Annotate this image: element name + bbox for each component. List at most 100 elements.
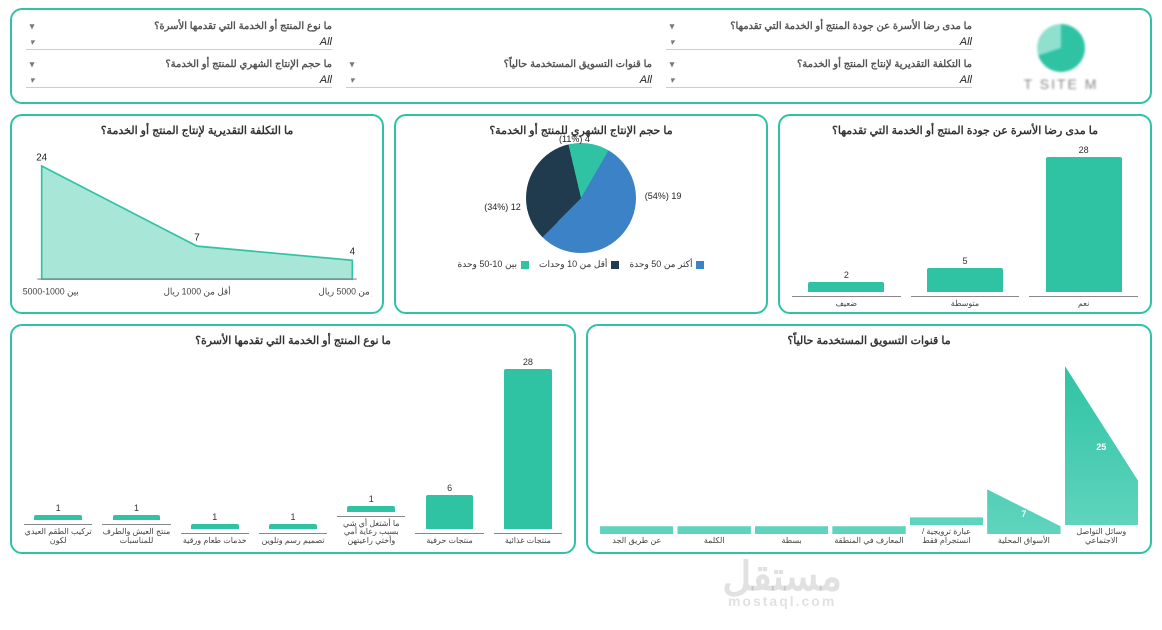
funnel-col: عبارة ترويجية / انستجرام فقط (910, 365, 983, 546)
bar-value: 1 (56, 503, 61, 513)
bar-value: 2 (844, 270, 849, 280)
bar-rect (1046, 157, 1122, 292)
funnel-segment: 7 (987, 374, 1060, 534)
filter-value-text: All (320, 36, 332, 48)
chevron-down-icon: ▾ (666, 20, 678, 32)
bar-value: 5 (962, 256, 967, 266)
funnel-label: الأسواق المحلية (998, 537, 1050, 546)
bar-label: ما أشتغل أي شي بسبب رعاية أمي وأختي راعي… (337, 516, 405, 546)
axis-label: أقل من 1000 ريال (163, 285, 230, 298)
bar-col: 1خدمات طعام ورقية (181, 512, 249, 547)
watermark-sub: mostaql.com (722, 595, 842, 608)
bar-value: 28 (1079, 145, 1089, 155)
bar-rect (269, 524, 317, 530)
bar-rect (34, 515, 82, 521)
filter-product-type[interactable]: ما نوع المنتج أو الخدمة التي تقدمها الأس… (26, 20, 332, 50)
bar-col: 28منتجات غذائية (494, 357, 562, 546)
logo-text: T SITE M (1024, 76, 1099, 92)
logo-icon (1037, 24, 1085, 72)
chart-title: ما مدى رضا الأسرة عن جودة المنتج أو الخد… (790, 124, 1140, 137)
card-channels: ما قنوات التسويق المستخدمة حالياً؟ 25 وسا… (586, 324, 1152, 554)
bar-rect (347, 506, 395, 512)
filter-channels[interactable]: ما قنوات التسويق المستخدمة حالياً؟ ▾ All… (346, 58, 652, 88)
chevron-down-icon: ▾ (346, 58, 358, 70)
funnel-value: 7 (1021, 509, 1026, 519)
legend-item: أقل من 10 وحدات (539, 259, 619, 270)
axis-label: أكثر من 5000 ريال (318, 285, 372, 298)
cost-area-chart: 24بين 1000-5000 ريال7أقل من 1000 ريال4أك… (22, 141, 372, 308)
volume-pie-chart: 19 (54%)12 (34%)4 (11%) أكثر من 50 وحدة أ… (406, 141, 756, 306)
legend-label: أقل من 10 وحدات (539, 259, 607, 270)
bar-label: تصميم رسم وتلوين (259, 533, 327, 546)
funnel-value: 25 (1096, 442, 1106, 452)
bar-label: خدمات طعام ورقية (181, 533, 249, 546)
funnel-segment (755, 374, 828, 534)
bar-col: 1 منتج العيش والطرف للمناسبات (102, 503, 170, 546)
pie-slice-label: 19 (54%) (645, 191, 682, 201)
point-label: 24 (36, 152, 47, 163)
filter-label-text: ما حجم الإنتاج الشهري للمنتج أو الخدمة؟ (165, 59, 332, 70)
bar-label: منتج العيش والطرف للمناسبات (102, 524, 170, 546)
chevron-down-icon: ▾ (666, 74, 678, 86)
bar-label: متوسطة (911, 296, 1020, 309)
legend-item: أكثر من 50 وحدة (629, 259, 704, 270)
funnel-col: 25 وسائل التواصل الاجتماعي (1065, 365, 1138, 546)
filter-label-text: ما التكلفة التقديرية لإنتاج المنتج أو ال… (797, 59, 972, 70)
bar-rect (113, 515, 161, 521)
filter-label-text: ما مدى رضا الأسرة عن جودة المنتج أو الخد… (730, 21, 972, 32)
filter-value-text: All (640, 74, 652, 86)
card-product-type: ما نوع المنتج أو الخدمة التي تقدمها الأس… (10, 324, 576, 554)
bar-value: 1 (134, 503, 139, 513)
filters-grid: ما مدى رضا الأسرة عن جودة المنتج أو الخد… (26, 20, 972, 88)
bar-rect (191, 524, 239, 530)
funnel-label: عبارة ترويجية / انستجرام فقط (910, 528, 983, 546)
funnel-segment (677, 374, 750, 534)
watermark-main: مستقل (722, 555, 842, 599)
funnel-col: عن طريق الجد (600, 374, 673, 546)
legend-swatch (521, 261, 529, 269)
pie: 19 (54%)12 (34%)4 (11%) (526, 143, 636, 253)
pie-slice-label: 12 (34%) (484, 202, 521, 212)
area-fill (42, 166, 353, 279)
funnel-segment: 25 (1065, 365, 1138, 525)
filter-panel: T SITE M ما مدى رضا الأسرة عن جودة المنت… (10, 8, 1152, 104)
logo: T SITE M (986, 20, 1136, 92)
chart-title: ما نوع المنتج أو الخدمة التي تقدمها الأس… (22, 334, 564, 347)
chevron-down-icon: ▾ (26, 36, 38, 48)
bar-col: 1ما أشتغل أي شي بسبب رعاية أمي وأختي راع… (337, 494, 405, 546)
satisfaction-bar-chart: 28نعم5متوسطة2ضعيف (790, 141, 1140, 309)
chevron-down-icon: ▾ (666, 58, 678, 70)
bar-col: 28 نعم (1029, 145, 1138, 309)
filter-satisfaction[interactable]: ما مدى رضا الأسرة عن جودة المنتج أو الخد… (666, 20, 972, 50)
bar-label: تركيب الطقم العيدي لكون (24, 524, 92, 546)
filter-value-text: All (960, 36, 972, 48)
legend-swatch (696, 261, 704, 269)
chart-title: ما قنوات التسويق المستخدمة حالياً؟ (598, 334, 1140, 347)
card-volume: ما حجم الإنتاج الشهري للمنتج أو الخدمة؟ … (394, 114, 768, 314)
funnel-label: بسطة (782, 537, 802, 546)
bar-label: نعم (1029, 296, 1138, 309)
chevron-down-icon: ▾ (666, 36, 678, 48)
bar-value: 1 (291, 512, 296, 522)
funnel-label: الكلمة (704, 537, 725, 546)
funnel-label: وسائل التواصل الاجتماعي (1065, 528, 1138, 546)
funnel-segment (910, 365, 983, 525)
pie-slice-label: 4 (11%) (559, 134, 590, 144)
filter-volume[interactable]: ما حجم الإنتاج الشهري للمنتج أو الخدمة؟ … (26, 58, 332, 88)
bar-col: 6منتجات حرفية (415, 483, 483, 546)
watermark: مستقل mostaql.com (722, 559, 842, 608)
funnel-label: عن طريق الجد (612, 537, 661, 546)
legend-label: أكثر من 50 وحدة (629, 259, 692, 270)
chevron-down-icon: ▾ (26, 20, 38, 32)
legend-swatch (611, 261, 619, 269)
funnel-col: الكلمة (677, 374, 750, 546)
bar-col: 5 متوسطة (911, 256, 1020, 309)
filter-cost[interactable]: ما التكلفة التقديرية لإنتاج المنتج أو ال… (666, 58, 972, 88)
filter-value-text: All (320, 74, 332, 86)
funnel-label: المعارف في المنطقة (834, 537, 903, 546)
channels-funnel-chart: 25 وسائل التواصل الاجتماعي 7 الأسواق المحلي… (598, 351, 1140, 546)
axis-label: بين 1000-5000 ريال (22, 287, 79, 298)
bar-value: 28 (523, 357, 533, 367)
funnel-segment (832, 374, 905, 534)
product-type-bar-chart: 28منتجات غذائية6منتجات حرفية1ما أشتغل أي… (22, 351, 564, 546)
